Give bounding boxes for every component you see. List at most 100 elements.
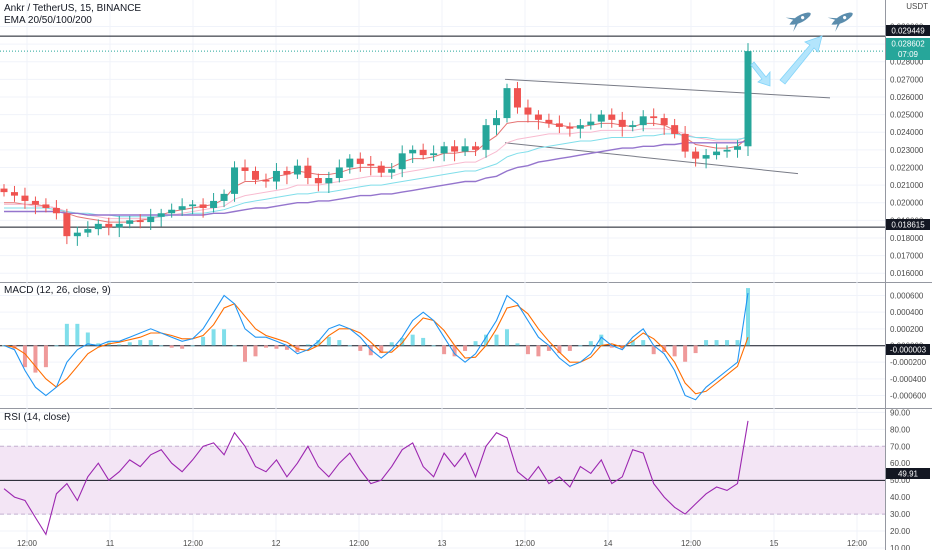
annotations — [750, 12, 853, 87]
macd-histogram-bar — [358, 345, 363, 351]
macd-histogram-bar — [43, 345, 48, 368]
candle-body — [566, 126, 574, 129]
macd-histogram-bar — [567, 345, 572, 351]
price-pane[interactable] — [0, 35, 885, 246]
candle-body — [681, 133, 689, 152]
candle-body — [388, 169, 396, 173]
last-price-tag-text: 0.028602 — [891, 40, 925, 49]
macd-histogram-bar — [609, 345, 614, 348]
price-tags: 0.029449 0.028602 07:09 0.018615 -0.0000… — [886, 2, 930, 479]
macd-histogram-bar — [578, 345, 583, 347]
macd-histogram-bar — [211, 329, 216, 346]
candle-body — [503, 88, 511, 119]
candle-body — [42, 204, 50, 208]
candle-body — [451, 146, 459, 152]
time-tick: 12:00 — [847, 539, 868, 548]
candle-body — [126, 220, 134, 224]
candle-body — [314, 178, 322, 184]
macd-histogram-bar — [410, 334, 415, 346]
signal-line — [3, 303, 749, 395]
time-tick: 12:00 — [183, 539, 204, 548]
macd-histogram-bar — [484, 334, 489, 346]
axis-tick: 0.016000 — [890, 269, 924, 278]
candle-body — [262, 179, 270, 182]
time-tick: 12:00 — [17, 539, 38, 548]
candle-body — [597, 114, 605, 122]
macd-histogram-bar — [473, 341, 478, 346]
candle-body — [555, 123, 563, 127]
macd-histogram-bar — [85, 332, 90, 346]
candle-body — [283, 170, 291, 175]
macd-histogram-bar — [651, 345, 656, 355]
rsi-label: RSI (14, close) — [4, 412, 70, 423]
macd-histogram-bar — [557, 345, 562, 354]
axis-tick: 0.026000 — [890, 93, 924, 102]
time-axis[interactable]: 12:00 11 12:00 12 12:00 13 12:00 14 12:00 15 12:00 — [17, 539, 868, 548]
axis-tick: 0.022000 — [890, 163, 924, 172]
macd-histogram-bar — [54, 345, 59, 347]
macd-histogram-bar — [400, 337, 405, 346]
axis-tick: -0.000400 — [890, 375, 927, 384]
candle-body — [482, 125, 490, 150]
axis-tick: 90.00 — [890, 408, 911, 417]
axis-tick: 0.021000 — [890, 181, 924, 190]
up-arrow-annotation — [779, 35, 823, 85]
candle-body — [52, 207, 60, 214]
macd-histogram-bar — [693, 345, 698, 354]
macd-histogram-bar — [284, 345, 289, 350]
macd-pane[interactable] — [0, 288, 885, 401]
macd-histogram-bar — [64, 323, 69, 346]
candle-body — [367, 163, 375, 166]
candle-body — [178, 206, 186, 210]
candle-body — [199, 204, 207, 208]
candle-body — [94, 223, 102, 230]
axis-tick: 0.000600 — [890, 292, 924, 301]
macd-histogram-bar — [180, 345, 185, 349]
ema-line-100 — [4, 133, 749, 218]
macd-histogram-bar — [138, 340, 143, 346]
macd-histogram-bar — [735, 340, 740, 346]
macd-histogram-bar — [305, 344, 310, 346]
candle-body — [73, 232, 81, 237]
rsi-line — [3, 420, 749, 536]
macd-histogram-bar — [169, 345, 174, 348]
macd-histogram-bar — [75, 323, 80, 346]
axis-tick: 10.00 — [890, 544, 911, 550]
candle-body — [419, 149, 427, 156]
macd-line — [3, 292, 749, 401]
candle-body — [430, 153, 438, 156]
axis-tick: 40.00 — [890, 493, 911, 502]
axis-tick: -0.000600 — [890, 392, 927, 401]
macd-histogram-bar — [232, 345, 237, 347]
candle-body — [524, 107, 532, 115]
rsi-value-tag-text: 49.91 — [898, 470, 919, 479]
macd-histogram-bar — [421, 337, 426, 346]
macd-histogram-bar — [536, 345, 541, 357]
channel-lower-line — [504, 142, 799, 175]
macd-histogram-bar — [347, 345, 352, 347]
price-axis[interactable]: 0.0160000.0170000.0180000.0190000.020000… — [890, 22, 927, 550]
candle-body — [472, 146, 480, 150]
macd-histogram-bar — [337, 340, 342, 346]
rsi-pane[interactable] — [0, 420, 885, 536]
candle-body — [629, 125, 637, 127]
candle-body — [210, 200, 218, 208]
macd-histogram-bar — [725, 340, 730, 346]
axis-tick: 0.020000 — [890, 199, 924, 208]
candle-body — [84, 229, 92, 233]
candle-body — [618, 119, 626, 127]
candle-body — [377, 165, 385, 173]
candle-body — [493, 118, 501, 126]
axis-tick: 0.025000 — [890, 111, 924, 120]
candle-body — [639, 116, 647, 126]
macd-histogram-bar — [190, 345, 195, 347]
candle-body — [734, 146, 742, 150]
macd-histogram-bar — [630, 340, 635, 346]
macd-histogram-bar — [588, 341, 593, 346]
candle-body — [157, 213, 165, 217]
axis-tick: 0.028000 — [890, 58, 924, 67]
macd-label: MACD (12, 26, close, 9) — [4, 285, 111, 296]
time-tick: 12:00 — [349, 539, 370, 548]
candle-body — [671, 125, 679, 134]
